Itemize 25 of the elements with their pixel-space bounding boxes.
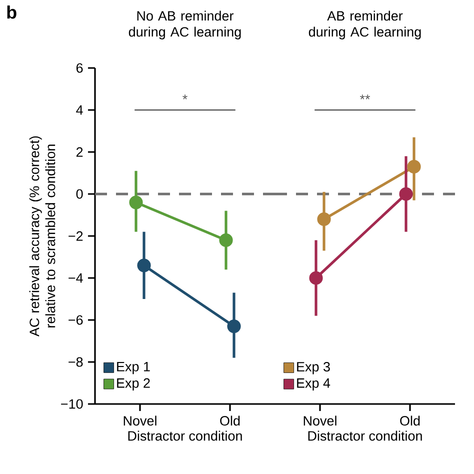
- y-tick-label: −6: [68, 315, 83, 325]
- chart-title: No AB reminder during AC learning: [128, 10, 241, 40]
- annotation: *: [182, 94, 188, 100]
- y-tick-label: 2: [76, 147, 83, 157]
- y-tick-label: −4: [68, 273, 83, 283]
- text: b: [7, 5, 16, 19]
- x-axis-title: Distractor condition: [308, 430, 422, 441]
- x-tick-label: Novel: [304, 416, 336, 426]
- x-tick-label: Novel: [124, 416, 156, 426]
- legend-label: Exp 3: [297, 362, 330, 374]
- legend-label: Exp 2: [117, 378, 150, 391]
- x-tick-label: Old: [220, 416, 240, 426]
- y-tick-label: 6: [76, 63, 83, 73]
- y-axis-title: AC retrieval accuracy (% correct) relative to scrambled condition: [29, 136, 56, 336]
- chart-title: AB reminder during AC learning: [308, 10, 421, 40]
- y-tick-label: −10: [61, 399, 83, 409]
- y-tick-label: 0: [76, 189, 83, 199]
- x-tick-label: Old: [400, 416, 420, 426]
- legend-label: Exp 1: [117, 362, 150, 374]
- annotation: **: [360, 94, 370, 100]
- legend-label: Exp 4: [297, 378, 330, 391]
- y-tick-label: −8: [68, 357, 83, 367]
- x-axis-title: Distractor condition: [128, 430, 242, 441]
- y-tick-label: −2: [68, 231, 83, 241]
- y-tick-label: 4: [76, 105, 83, 115]
